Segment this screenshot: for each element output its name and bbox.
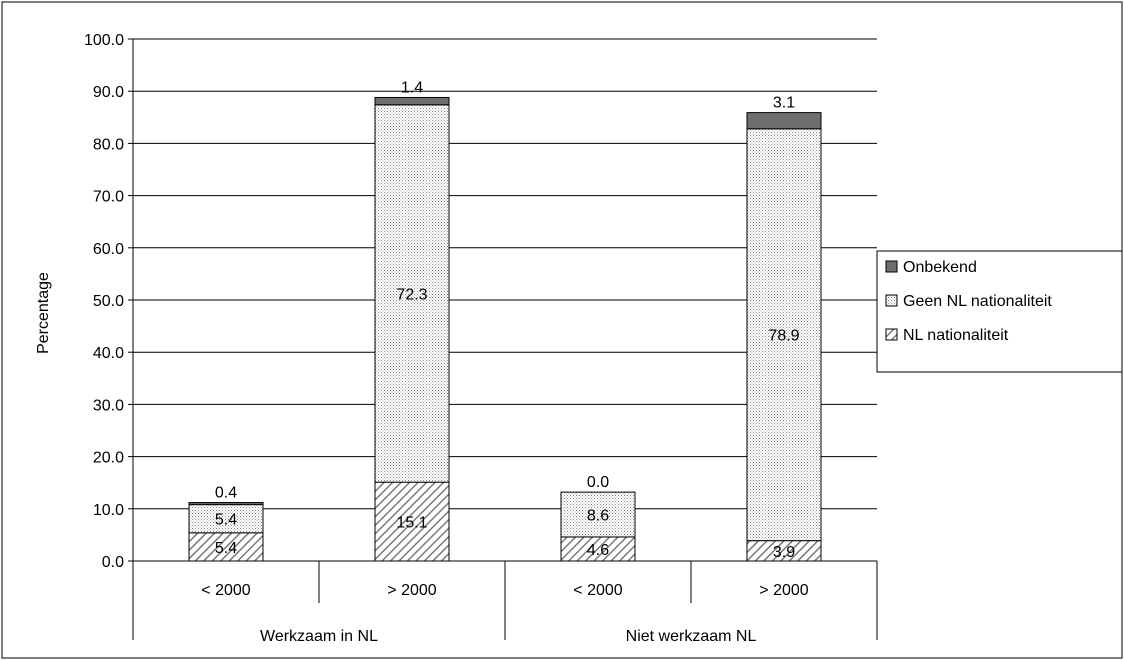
y-tick-label: 60.0 — [93, 241, 124, 258]
data-label: 72.3 — [396, 286, 427, 303]
data-label: 15.1 — [396, 515, 427, 532]
data-label: 5.4 — [215, 512, 237, 529]
y-tick-label: 50.0 — [93, 293, 124, 310]
y-tick-label: 40.0 — [93, 345, 124, 362]
data-label: 0.4 — [215, 485, 237, 502]
x-group-label: Werkzaam in NL — [260, 628, 378, 645]
legend-box — [876, 250, 1123, 373]
y-tick-label: 80.0 — [93, 136, 124, 153]
bar-segment — [374, 481, 450, 562]
x-category-label: < 2000 — [573, 582, 622, 599]
bar-segment — [188, 502, 264, 506]
bar-segment — [560, 491, 636, 538]
data-label: 1.4 — [401, 79, 423, 96]
y-tick-label: 90.0 — [93, 84, 124, 101]
data-label: 0.0 — [587, 474, 609, 491]
legend: Onbekend Geen NL nationaliteit NL national… — [876, 250, 1123, 373]
bar-segment — [560, 536, 636, 562]
data-label: 3.9 — [773, 544, 795, 561]
data-label: 8.6 — [587, 508, 609, 525]
data-label: 4.6 — [587, 542, 609, 559]
data-labels: 5.4 5.4 0.4 15.1 72.3 1.4 4.6 8.6 0.0 3.9 78.9 3.1 — [215, 79, 800, 560]
x-category-label: > 2000 — [387, 582, 436, 599]
legend-swatch — [885, 328, 898, 341]
y-axis-title: Percentage — [35, 272, 52, 354]
data-label: 3.1 — [773, 95, 795, 112]
y-tick-label: 70.0 — [93, 189, 124, 206]
legend-label: Geen NL nationaliteit — [903, 293, 1052, 310]
bar-segment — [374, 104, 450, 483]
bar-segment — [188, 532, 264, 562]
bar-segment — [746, 128, 822, 542]
x-category-label: < 2000 — [201, 582, 250, 599]
data-label: 78.9 — [768, 328, 799, 345]
legend-label: NL nationaliteit — [903, 327, 1009, 344]
y-tick-label: 0.0 — [102, 554, 124, 571]
y-tick-label: 10.0 — [93, 502, 124, 519]
bar-segment — [746, 112, 822, 130]
legend-label: Onbekend — [903, 259, 977, 276]
bar-segment — [188, 504, 264, 534]
data-label: 5.4 — [215, 540, 237, 557]
y-tick-label: 30.0 — [93, 397, 124, 414]
y-tick-label: 100.0 — [84, 32, 124, 49]
bars — [188, 96, 822, 562]
x-category-label: > 2000 — [759, 582, 808, 599]
legend-swatch — [885, 294, 898, 307]
bar-segment — [374, 96, 450, 106]
x-group-label: Niet werkzaam NL — [626, 628, 757, 645]
y-tick-label: 20.0 — [93, 450, 124, 467]
legend-swatch — [885, 260, 898, 273]
axes: 0.0 10.0 20.0 30.0 40.0 50.0 60.0 70.0 80.0 90.0 1… — [84, 32, 878, 645]
